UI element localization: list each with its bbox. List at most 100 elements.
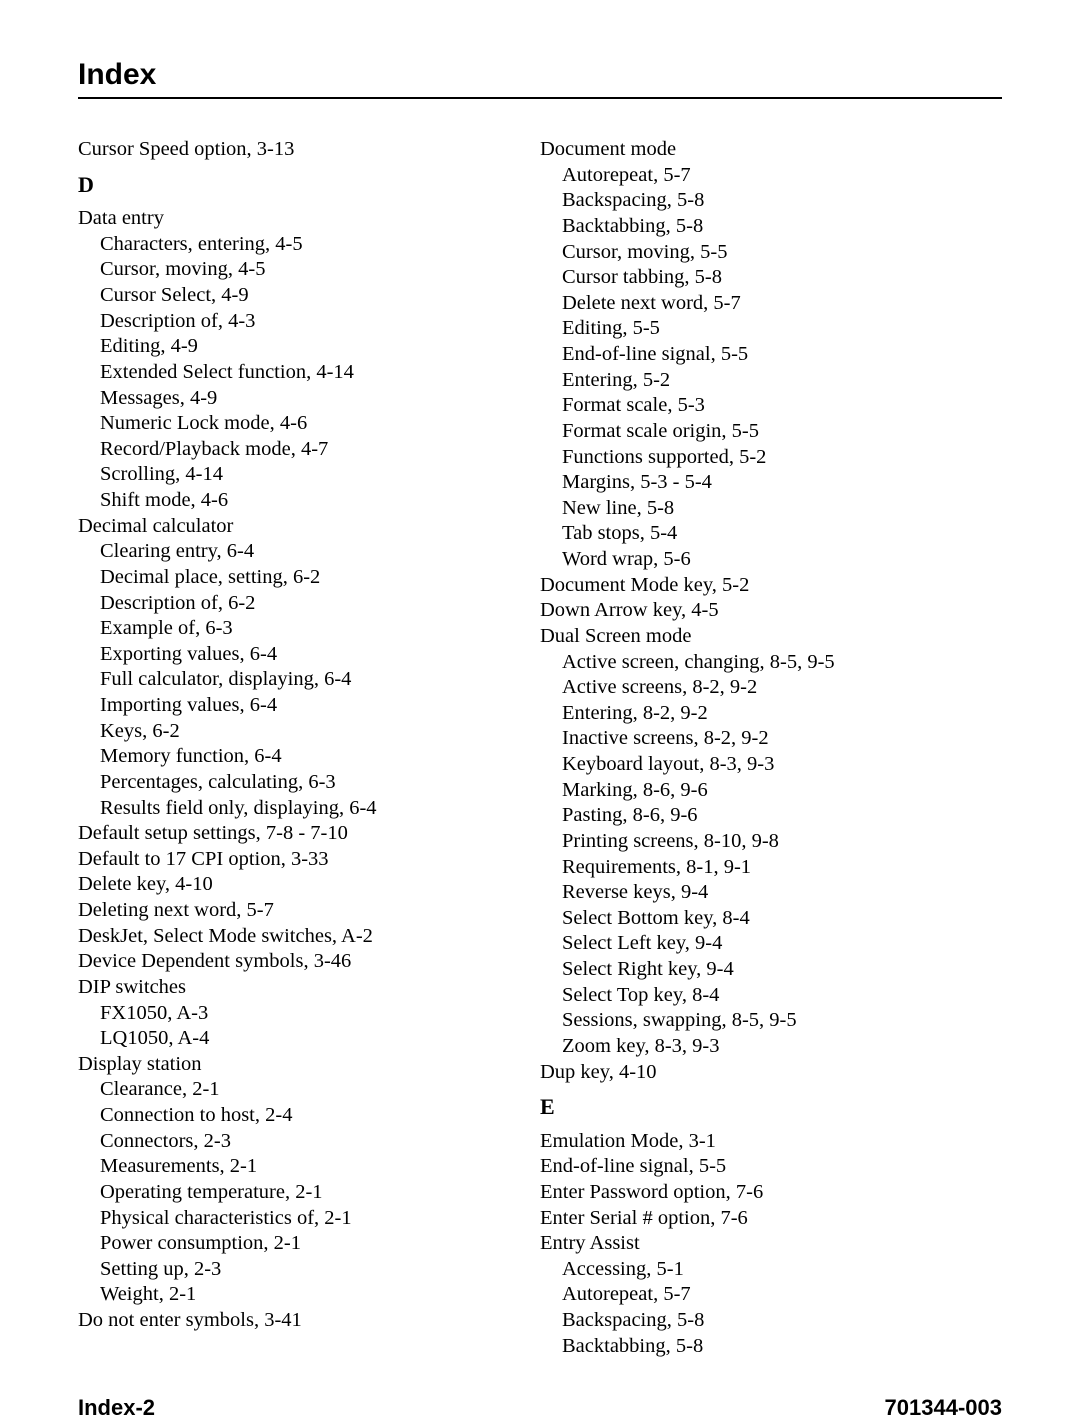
index-entry: Emulation Mode, 3-1: [540, 1129, 1002, 1155]
index-sub-entry: Power consumption, 2-1: [78, 1231, 520, 1257]
index-sub-entry: Results field only, displaying, 6-4: [78, 796, 520, 822]
index-sub-entry: Description of, 6-2: [78, 591, 520, 617]
index-entry: Display station: [78, 1052, 520, 1078]
index-sub-entry: Pasting, 8-6, 9-6: [540, 803, 1002, 829]
index-sub-entry: Select Left key, 9-4: [540, 931, 1002, 957]
index-sub-entry: Measurements, 2-1: [78, 1154, 520, 1180]
index-sub-entry: New line, 5-8: [540, 496, 1002, 522]
page-title: Index: [78, 58, 1002, 92]
index-sub-entry: Editing, 5-5: [540, 316, 1002, 342]
index-sub-entry: Numeric Lock mode, 4-6: [78, 411, 520, 437]
index-sub-entry: Record/Playback mode, 4-7: [78, 437, 520, 463]
index-sub-entry: Memory function, 6-4: [78, 744, 520, 770]
index-sub-entry: Active screen, changing, 8-5, 9-5: [540, 650, 1002, 676]
index-sub-entry: Delete next word, 5-7: [540, 291, 1002, 317]
index-entry: Device Dependent symbols, 3-46: [78, 949, 520, 975]
index-entry: Dual Screen mode: [540, 624, 1002, 650]
index-sub-entry: Reverse keys, 9-4: [540, 880, 1002, 906]
index-sub-entry: Entering, 5-2: [540, 368, 1002, 394]
index-sub-entry: Exporting values, 6-4: [78, 642, 520, 668]
index-sub-entry: Backspacing, 5-8: [540, 1308, 1002, 1334]
index-entry: Default setup settings, 7-8 - 7-10: [78, 821, 520, 847]
index-entry: Dup key, 4-10: [540, 1060, 1002, 1086]
index-sub-entry: Cursor Select, 4-9: [78, 283, 520, 309]
index-entry: DeskJet, Select Mode switches, A-2: [78, 924, 520, 950]
index-entry: Down Arrow key, 4-5: [540, 598, 1002, 624]
index-sub-entry: Select Bottom key, 8-4: [540, 906, 1002, 932]
index-entry: Deleting next word, 5-7: [78, 898, 520, 924]
index-entry: Entry Assist: [540, 1231, 1002, 1257]
index-entry: Data entry: [78, 206, 520, 232]
index-sub-entry: End-of-line signal, 5-5: [540, 342, 1002, 368]
index-sub-entry: Clearance, 2-1: [78, 1077, 520, 1103]
index-sub-entry: Weight, 2-1: [78, 1282, 520, 1308]
index-sub-entry: Cursor, moving, 5-5: [540, 240, 1002, 266]
index-right-column: Document modeAutorepeat, 5-7Backspacing,…: [540, 137, 1002, 1359]
index-sub-entry: Description of, 4-3: [78, 309, 520, 335]
footer-document-code: 701344-003: [885, 1395, 1002, 1421]
index-sub-entry: Editing, 4-9: [78, 334, 520, 360]
index-sub-entry: Messages, 4-9: [78, 386, 520, 412]
index-entry: DIP switches: [78, 975, 520, 1001]
page-footer: Index-2 701344-003: [78, 1359, 1002, 1421]
index-page: Index Cursor Speed option, 3-13 D Data ent…: [0, 0, 1080, 1397]
index-sub-entry: Scrolling, 4-14: [78, 462, 520, 488]
index-sub-entry: Cursor tabbing, 5-8: [540, 265, 1002, 291]
index-entry: Cursor Speed option, 3-13: [78, 137, 520, 163]
index-sub-entry: Shift mode, 4-6: [78, 488, 520, 514]
index-entry: Enter Serial # option, 7-6: [540, 1206, 1002, 1232]
index-sub-entry: LQ1050, A-4: [78, 1026, 520, 1052]
index-sub-entry: Accessing, 5-1: [540, 1257, 1002, 1283]
index-sub-entry: Tab stops, 5-4: [540, 521, 1002, 547]
index-entry: Do not enter symbols, 3-41: [78, 1308, 520, 1334]
index-sub-entry: Zoom key, 8-3, 9-3: [540, 1034, 1002, 1060]
index-sub-entry: Keyboard layout, 8-3, 9-3: [540, 752, 1002, 778]
index-entry: End-of-line signal, 5-5: [540, 1154, 1002, 1180]
index-sub-entry: Requirements, 8-1, 9-1: [540, 855, 1002, 881]
index-sub-entry: Operating temperature, 2-1: [78, 1180, 520, 1206]
index-sub-entry: Marking, 8-6, 9-6: [540, 778, 1002, 804]
index-left-column: Cursor Speed option, 3-13 D Data entryChar…: [78, 137, 540, 1359]
index-entry: Decimal calculator: [78, 514, 520, 540]
index-sub-entry: Entering, 8-2, 9-2: [540, 701, 1002, 727]
header-rule-thin: [78, 97, 1002, 99]
index-sub-entry: Cursor, moving, 4-5: [78, 257, 520, 283]
index-sub-entry: Autorepeat, 5-7: [540, 1282, 1002, 1308]
index-sub-entry: Select Top key, 8-4: [540, 983, 1002, 1009]
index-sub-entry: Printing screens, 8-10, 9-8: [540, 829, 1002, 855]
index-sub-entry: Functions supported, 5-2: [540, 445, 1002, 471]
index-sub-entry: Keys, 6-2: [78, 719, 520, 745]
index-sub-entry: Percentages, calculating, 6-3: [78, 770, 520, 796]
index-sub-entry: Importing values, 6-4: [78, 693, 520, 719]
index-sub-entry: Active screens, 8-2, 9-2: [540, 675, 1002, 701]
index-section-letter: E: [540, 1093, 1002, 1121]
index-sub-entry: Backspacing, 5-8: [540, 188, 1002, 214]
index-sub-entry: Decimal place, setting, 6-2: [78, 565, 520, 591]
index-section-letter: D: [78, 171, 520, 199]
index-content: Cursor Speed option, 3-13 D Data entryChar…: [78, 137, 1002, 1359]
index-sub-entry: FX1050, A-3: [78, 1001, 520, 1027]
footer-page-label: Index-2: [78, 1395, 155, 1421]
index-sub-entry: Margins, 5-3 - 5-4: [540, 470, 1002, 496]
index-sub-entry: Inactive screens, 8-2, 9-2: [540, 726, 1002, 752]
index-sub-entry: Physical characteristics of, 2-1: [78, 1206, 520, 1232]
index-entry: Default to 17 CPI option, 3-33: [78, 847, 520, 873]
index-sub-entry: Connectors, 2-3: [78, 1129, 520, 1155]
index-entry: Document Mode key, 5-2: [540, 573, 1002, 599]
index-entry: Delete key, 4-10: [78, 872, 520, 898]
index-sub-entry: Clearing entry, 6-4: [78, 539, 520, 565]
index-sub-entry: Select Right key, 9-4: [540, 957, 1002, 983]
index-sub-entry: Full calculator, displaying, 6-4: [78, 667, 520, 693]
index-sub-entry: Word wrap, 5-6: [540, 547, 1002, 573]
index-sub-entry: Extended Select function, 4-14: [78, 360, 520, 386]
index-sub-entry: Connection to host, 2-4: [78, 1103, 520, 1129]
index-sub-entry: Backtabbing, 5-8: [540, 214, 1002, 240]
index-entry: Enter Password option, 7-6: [540, 1180, 1002, 1206]
index-sub-entry: Characters, entering, 4-5: [78, 232, 520, 258]
index-sub-entry: Setting up, 2-3: [78, 1257, 520, 1283]
index-sub-entry: Format scale origin, 5-5: [540, 419, 1002, 445]
index-sub-entry: Example of, 6-3: [78, 616, 520, 642]
index-entry: Document mode: [540, 137, 1002, 163]
index-sub-entry: Sessions, swapping, 8-5, 9-5: [540, 1008, 1002, 1034]
index-sub-entry: Backtabbing, 5-8: [540, 1334, 1002, 1360]
